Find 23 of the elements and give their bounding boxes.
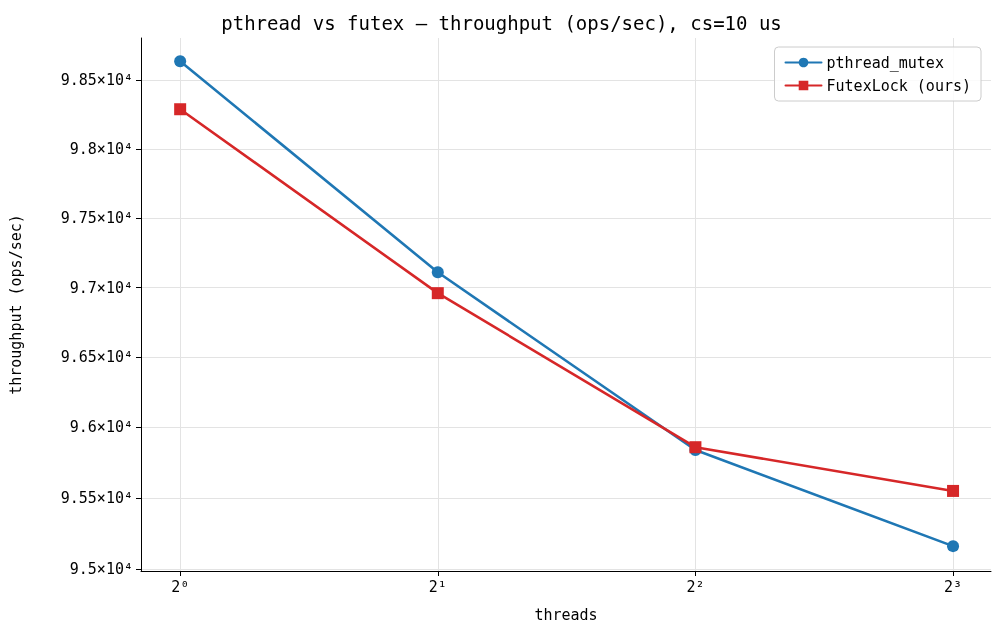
point [431, 266, 444, 279]
point [174, 55, 187, 68]
point [174, 103, 187, 116]
point [947, 540, 960, 553]
point [431, 287, 444, 300]
x-tick-label: 2⁰ [171, 577, 190, 596]
y-tick-label: 9.6×10⁴ [69, 418, 133, 437]
y-tick-label: 9.5×10⁴ [69, 559, 133, 578]
y-tick-label: 9.8×10⁴ [69, 140, 133, 159]
y-tick-label: 9.85×10⁴ [60, 71, 133, 90]
x-tick-label: 2³ [944, 577, 963, 596]
chart-title: pthread vs futex — throughput (ops/sec), cs=10 us [221, 11, 782, 34]
y-tick-label: 9.7×10⁴ [69, 278, 133, 297]
x-tick-label: 2² [686, 577, 705, 596]
point [947, 484, 960, 497]
y-tick-label: 9.65×10⁴ [60, 348, 133, 367]
x-tick-label: 2¹ [428, 577, 447, 596]
y-tick-label: 9.75×10⁴ [60, 209, 133, 228]
y-tick-label: 9.55×10⁴ [60, 489, 133, 507]
legend-label: FutexLock (ours) [826, 76, 972, 95]
y-axis-title: throughput (ops/sec) [6, 214, 25, 395]
x-axis-title: threads [534, 605, 598, 624]
legend-label: pthread_mutex [826, 53, 944, 72]
